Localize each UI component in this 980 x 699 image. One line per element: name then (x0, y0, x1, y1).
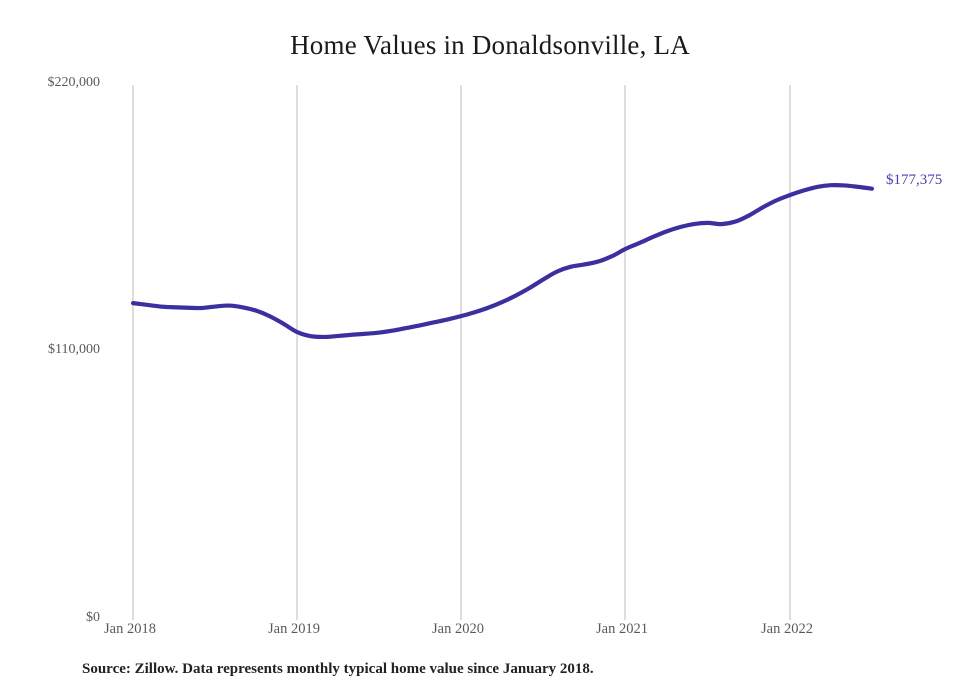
vertical-gridlines (132, 85, 791, 620)
source-caption: Source: Zillow. Data represents monthly … (82, 661, 594, 677)
xtick-label-jan-2019: Jan 2019 (268, 621, 320, 637)
xtick-label-jan-2018: Jan 2018 (104, 621, 156, 637)
ytick-label-0: $0 (86, 610, 100, 625)
xtick-label-jan-2022: Jan 2022 (761, 621, 813, 637)
data-series-line (130, 182, 874, 340)
ytick-label-220000: $220,000 (47, 75, 101, 90)
xtick-label-jan-2020: Jan 2020 (432, 621, 484, 637)
xtick-label-jan-2021: Jan 2021 (596, 621, 648, 637)
ytick-label-110000: $110,000 (48, 342, 100, 357)
end-value-annotation: $177,375 (886, 172, 943, 188)
chart-title: Home Values in Donaldsonville, LA (290, 30, 690, 60)
